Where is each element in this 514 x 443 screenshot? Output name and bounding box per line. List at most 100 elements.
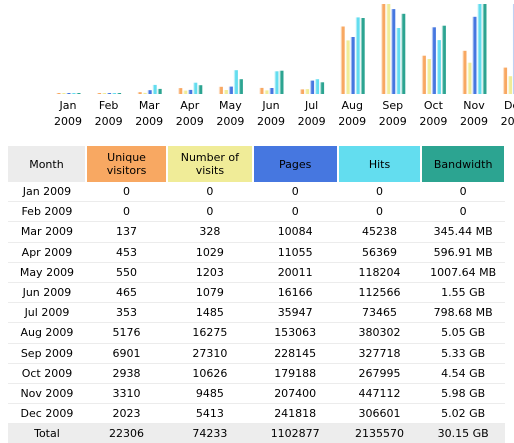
- cell-bandwidth: 5.33 GB: [421, 343, 505, 364]
- header-unique-visitors: Unique visitors: [85, 146, 169, 182]
- cell-pages: 228145: [252, 343, 338, 364]
- bar-hits-jul: [314, 79, 320, 94]
- cell-hits: 327718: [337, 343, 422, 364]
- x-tick-year: 2009: [501, 115, 514, 128]
- bar-unique-jan: [56, 93, 61, 94]
- bar-visits-mar: [142, 92, 147, 94]
- cell-month: Dec 2009: [8, 403, 86, 425]
- x-tick-year: 2009: [54, 115, 82, 128]
- x-tick-month: Oct: [424, 99, 444, 112]
- x-tick-year: 2009: [95, 115, 123, 128]
- bar-hits-may: [233, 70, 238, 94]
- bar-bandwidth-aug: [360, 18, 365, 94]
- cell-pages: 35947: [252, 302, 338, 324]
- cell-visits: 1485: [167, 302, 253, 324]
- cell-bandwidth: 596.91 MB: [421, 242, 505, 263]
- bar-pages-jan: [66, 93, 71, 94]
- cell-pages: 207400: [252, 383, 338, 405]
- bar-bandwidth-may: [238, 79, 243, 94]
- bar-visits-jun: [264, 90, 269, 94]
- bar-unique-mar: [137, 92, 142, 94]
- bar-pages-apr: [187, 89, 193, 94]
- cell-bandwidth: 5.98 GB: [421, 383, 505, 405]
- x-tick-year: 2009: [379, 115, 407, 128]
- cell-visits: 27310: [167, 343, 253, 364]
- bar-pages-mar: [147, 90, 152, 94]
- cell-unique: 2023: [85, 403, 168, 425]
- bar-visits-oct: [426, 59, 431, 94]
- bar-unique-dec: [502, 67, 508, 94]
- total-visits: 74233: [167, 423, 253, 443]
- cell-bandwidth: 1.55 GB: [421, 282, 505, 304]
- table-body: Jan 2009 0 0 0 0 0 Feb 2009 0 0 0 0 0 Mar 2009 137 328…: [8, 182, 505, 425]
- bar-unique-oct: [421, 55, 426, 94]
- cell-unique: 3310: [85, 383, 168, 405]
- bar-hits-nov: [477, 4, 482, 94]
- table-row: May 2009 550 1203 20011 118204 1007.64 MB: [8, 262, 505, 283]
- cell-visits: 16275: [167, 322, 253, 344]
- bar-pages-jun: [269, 88, 274, 94]
- total-hits: 2135570: [337, 423, 422, 443]
- cell-visits: 10626: [167, 363, 253, 384]
- bar-bandwidth-mar: [157, 88, 162, 94]
- bar-visits-nov: [467, 62, 472, 94]
- cell-pages: 16166: [252, 282, 338, 304]
- x-tick-year: 2009: [419, 115, 447, 128]
- cell-bandwidth: 798.68 MB: [421, 302, 505, 324]
- total-unique: 22306: [85, 423, 168, 443]
- bar-visits-feb: [101, 93, 107, 94]
- cell-unique: 453: [85, 242, 168, 263]
- cell-hits: 45238: [337, 221, 422, 243]
- cell-pages: 11055: [252, 242, 338, 263]
- cell-unique: 137: [85, 221, 168, 243]
- x-tick-month: Sep: [382, 99, 403, 112]
- table-row: Sep 2009 6901 27310 228145 327718 5.33 GB: [8, 343, 505, 364]
- chart-x-labels: Jan 2009 Feb 2009 Mar 2009 Apr 2009 May 2009 Jun 20…: [54, 99, 514, 128]
- cell-month: Sep 2009: [8, 343, 86, 364]
- bar-pages-dec: [512, 4, 514, 94]
- bar-pages-feb: [106, 93, 112, 94]
- table-row: Nov 2009 3310 9485 207400 447112 5.98 GB: [8, 383, 505, 405]
- cell-month: Jan 2009: [8, 182, 86, 203]
- bar-visits-sep: [385, 4, 391, 94]
- cell-hits: 380302: [337, 322, 422, 344]
- cell-hits: 73465: [337, 302, 422, 324]
- table-row: Jun 2009 465 1079 16166 112566 1.55 GB: [8, 282, 505, 304]
- cell-hits: 447112: [337, 383, 422, 405]
- table-row: Oct 2009 2938 10626 179188 267995 4.54 GB: [8, 363, 505, 384]
- total-label: Total: [8, 423, 86, 443]
- bar-visits-may: [223, 90, 228, 94]
- total-bandwidth: 30.15 GB: [421, 423, 505, 443]
- cell-pages: 0: [252, 201, 338, 223]
- bar-hits-jun: [274, 71, 279, 94]
- bar-unique-jul: [299, 89, 305, 94]
- bar-pages-oct: [431, 27, 436, 94]
- x-tick-month: Jul: [304, 99, 318, 112]
- cell-hits: 267995: [337, 363, 422, 384]
- cell-pages: 153063: [252, 322, 338, 344]
- table-row: Feb 2009 0 0 0 0 0: [8, 201, 505, 223]
- monthly-history-chart: Jan 2009 Feb 2009 Mar 2009 Apr 2009 May 2009 Jun 20…: [54, 4, 514, 128]
- table-header-row: Month Unique visitors Number of visits P…: [8, 146, 506, 182]
- x-tick-month: Mar: [139, 99, 160, 112]
- bar-bandwidth-apr: [197, 85, 203, 94]
- bar-bandwidth-jul: [319, 82, 325, 94]
- header-number-of-visits: Number of visits: [167, 146, 254, 182]
- x-tick-month: Aug: [341, 99, 362, 112]
- bar-pages-may: [228, 86, 233, 94]
- x-tick-month: Apr: [180, 99, 200, 112]
- table-row: Jan 2009 0 0 0 0 0: [8, 182, 505, 203]
- cell-pages: 20011: [252, 262, 338, 283]
- header-bandwidth: Bandwidth: [421, 146, 506, 182]
- cell-month: Jul 2009: [8, 302, 86, 324]
- cell-pages: 179188: [252, 363, 338, 384]
- cell-bandwidth: 5.02 GB: [421, 403, 505, 425]
- bar-bandwidth-jun: [279, 70, 284, 94]
- cell-hits: 0: [337, 201, 422, 223]
- bar-hits-sep: [395, 28, 401, 94]
- bar-hits-jan: [71, 93, 76, 94]
- x-tick-month: Nov: [463, 99, 485, 112]
- cell-hits: 118204: [337, 262, 422, 283]
- x-tick-month: Jun: [261, 99, 279, 112]
- cell-unique: 0: [85, 201, 168, 223]
